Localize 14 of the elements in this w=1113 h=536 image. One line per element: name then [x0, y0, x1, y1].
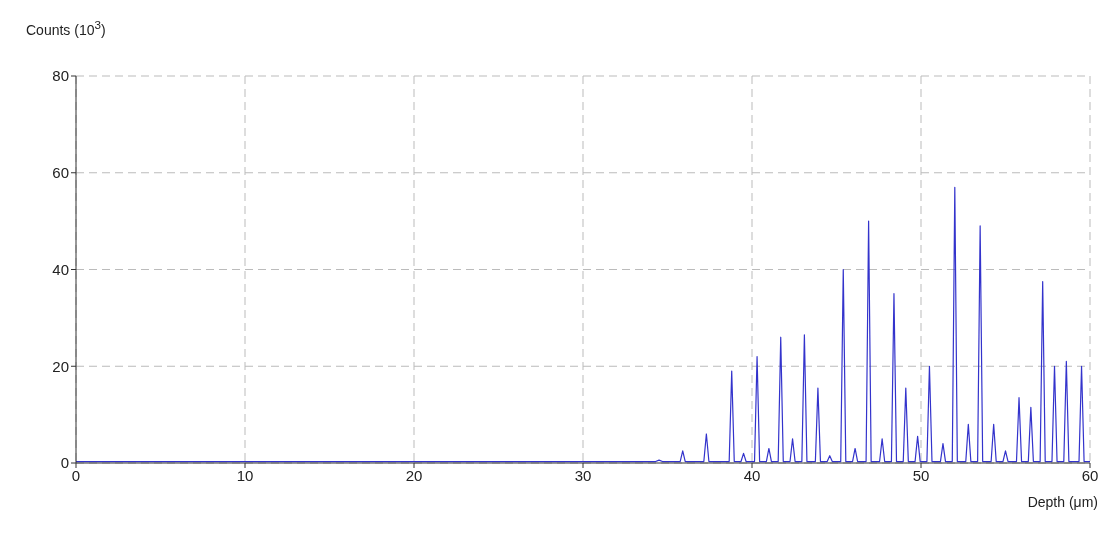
x-tick-label: 50: [912, 466, 930, 484]
x-axis-title: Depth (μm): [1027, 494, 1098, 510]
y-axis-title: Counts (10$^{3}$): [26, 18, 106, 38]
y-tick-label: 80: [52, 67, 69, 85]
x-tick-label: 40: [743, 466, 761, 484]
x-tick-label: 60: [1081, 466, 1099, 484]
x-tick-label: 0: [71, 466, 81, 484]
y-tick-label: 60: [52, 164, 69, 182]
x-tick-label: 10: [236, 466, 254, 484]
y-tick-label: 20: [52, 357, 69, 375]
x-tick-label: 20: [405, 466, 423, 484]
y-tick-label: 40: [52, 260, 69, 278]
y-tick-label: 0: [60, 454, 69, 472]
x-tick-label: 30: [574, 466, 592, 484]
